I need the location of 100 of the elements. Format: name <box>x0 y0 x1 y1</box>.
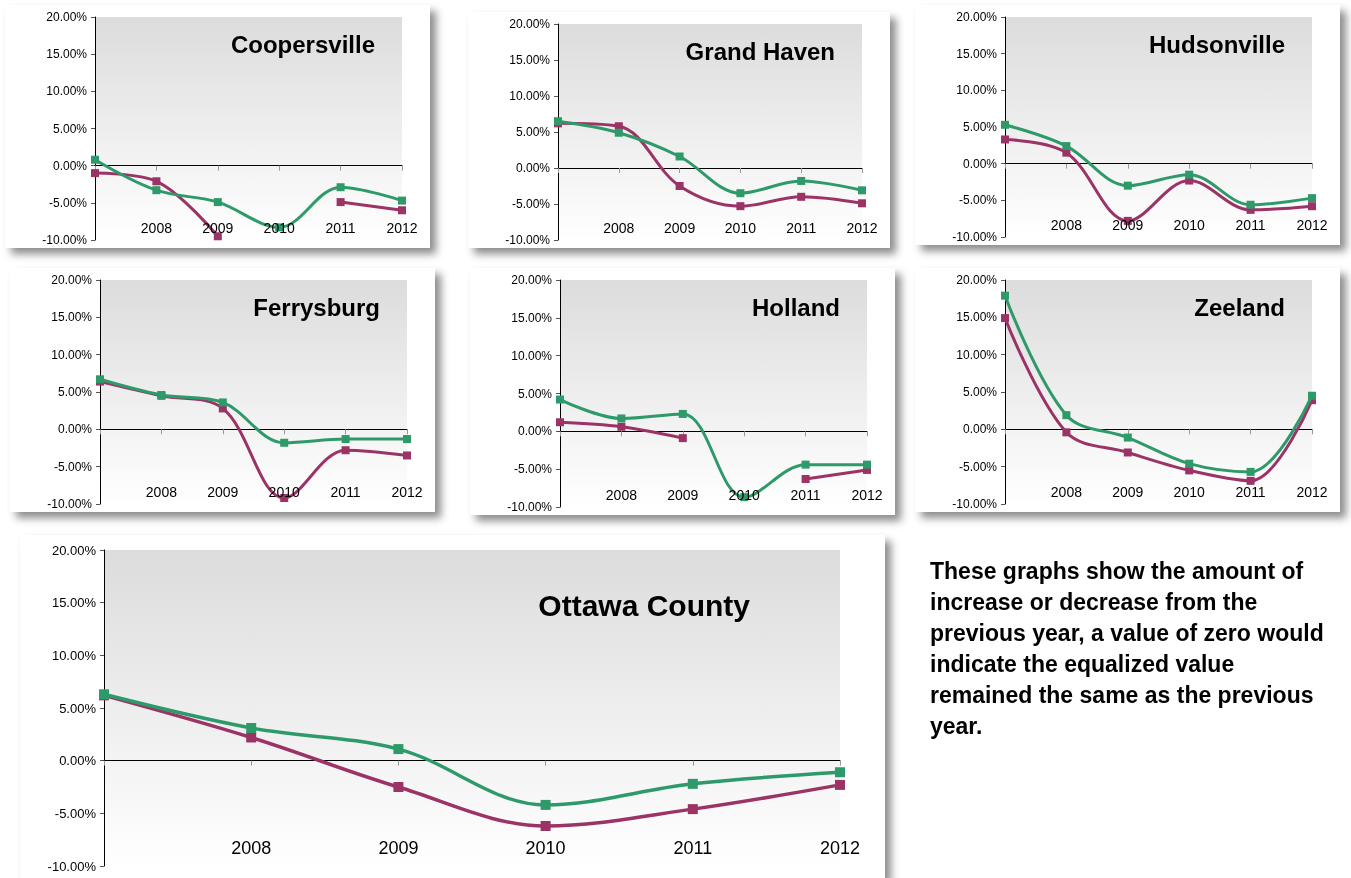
y-tick-label: 5.00% <box>517 386 553 401</box>
point <box>246 723 257 734</box>
y-tick-label: -10.00% <box>47 858 97 874</box>
point <box>858 199 866 208</box>
point <box>614 128 623 137</box>
text: Ferrysburg <box>253 293 380 321</box>
point <box>218 398 227 407</box>
x-tick-label: 2012 <box>846 220 878 237</box>
point <box>556 418 564 427</box>
text: Hudsonville <box>1148 30 1286 58</box>
x-tick-label: 2009 <box>378 838 419 859</box>
x-tick-label: 2010 <box>525 838 566 859</box>
y-tick-label: -10.00% <box>952 497 998 511</box>
y-tick-label: 0.00% <box>515 161 551 175</box>
text: Zeeland <box>1194 293 1286 321</box>
point <box>403 451 411 460</box>
y-tick-label: 20.00% <box>956 10 998 24</box>
y-tick-label: 20.00% <box>51 542 97 558</box>
x-tick-label: 2008 <box>603 220 635 237</box>
point <box>246 732 257 743</box>
y-tick-label: -5.00% <box>511 197 551 211</box>
point <box>91 169 99 178</box>
point <box>336 183 345 192</box>
y-tick-label: -5.00% <box>513 462 553 477</box>
x-tick-label: 2012 <box>391 484 423 501</box>
text: Ottawa County <box>538 588 751 622</box>
x-tick-label: 2012 <box>1296 484 1328 501</box>
point <box>1246 476 1255 485</box>
x-tick-label: 2011 <box>790 486 821 503</box>
y-tick-label: 20.00% <box>956 273 998 287</box>
y-tick-label: -5.00% <box>48 195 88 210</box>
y-tick-label: 15.00% <box>956 46 998 61</box>
y-tick-label: 0.00% <box>517 424 553 439</box>
x-tick-label: 2010 <box>1173 484 1205 501</box>
y-tick-label: 0.00% <box>57 422 93 437</box>
point <box>1001 314 1009 323</box>
point <box>540 799 551 810</box>
y-tick-label: 20.00% <box>511 273 553 287</box>
x-tick-label: 2012 <box>851 486 883 503</box>
point <box>213 198 222 207</box>
point <box>91 155 99 164</box>
y-tick-label: 5.00% <box>52 121 88 136</box>
x-tick-label: 2011 <box>786 220 817 237</box>
y-tick-label: 5.00% <box>962 120 998 134</box>
point <box>797 176 806 185</box>
point <box>280 438 289 447</box>
y-tick-label: 0.00% <box>59 753 97 769</box>
point <box>1308 391 1316 400</box>
y-tick-label: 15.00% <box>956 310 998 325</box>
point <box>393 744 404 755</box>
point <box>736 202 745 211</box>
y-tick-label: 15.00% <box>51 595 97 611</box>
point <box>797 192 806 201</box>
point <box>835 779 845 790</box>
x-tick-label: 2008 <box>231 838 272 859</box>
point <box>1062 411 1071 420</box>
y-tick-label: -10.00% <box>42 233 88 247</box>
y-tick-label: 0.00% <box>52 158 88 173</box>
point <box>1308 194 1316 203</box>
text: These graphs show the amount of increase or decrease from the previous year, a value of zero would indicate the equalized value remained the same as the previous year. <box>930 557 1325 741</box>
x-tick-label: 2010 <box>724 220 757 237</box>
point <box>675 152 684 161</box>
x-tick-label: 2008 <box>145 484 178 501</box>
text: Coopersville <box>230 30 375 58</box>
point <box>687 778 698 789</box>
point <box>835 767 845 778</box>
x-tick-label: 2012 <box>386 220 418 237</box>
y-tick-label: 5.00% <box>962 385 998 399</box>
point <box>1062 142 1071 151</box>
y-tick-label: 15.00% <box>509 53 551 67</box>
point <box>1123 433 1132 442</box>
y-tick-label: 10.00% <box>51 647 97 663</box>
y-tick-label: -5.00% <box>54 805 97 821</box>
point <box>398 196 406 205</box>
point <box>617 422 626 431</box>
point <box>152 177 161 186</box>
point <box>336 198 345 207</box>
point <box>398 206 406 215</box>
x-tick-label: 2010 <box>1173 217 1205 234</box>
point <box>341 435 350 444</box>
x-tick-label: 2011 <box>330 484 361 501</box>
x-tick-label: 2008 <box>1050 484 1083 501</box>
y-tick-label: -5.00% <box>53 459 93 474</box>
point <box>1185 170 1194 179</box>
y-tick-label: 10.00% <box>46 84 88 99</box>
y-tick-label: -10.00% <box>505 233 551 247</box>
point <box>403 435 411 444</box>
x-tick-label: 2012 <box>1296 217 1328 234</box>
y-tick-label: 20.00% <box>51 273 93 287</box>
point <box>858 186 866 195</box>
point <box>678 434 687 443</box>
x-tick-label: 2008 <box>140 220 173 237</box>
text: Grand Haven <box>685 37 836 65</box>
y-tick-label: 20.00% <box>46 10 88 24</box>
point <box>801 475 810 483</box>
point <box>540 820 551 831</box>
point <box>675 182 684 190</box>
y-tick-label: 10.00% <box>956 83 998 98</box>
point <box>1001 291 1009 300</box>
y-tick-label: 15.00% <box>511 310 553 325</box>
